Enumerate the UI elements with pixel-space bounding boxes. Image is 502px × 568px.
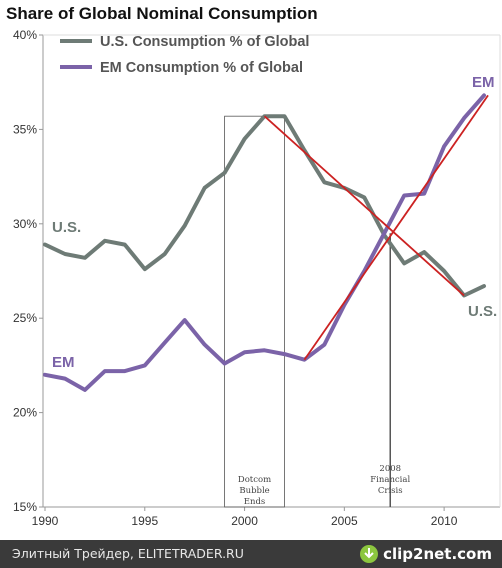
y-tick-label: 35% — [13, 122, 37, 136]
series-line-us — [43, 114, 486, 298]
download-arrow-icon — [360, 545, 379, 563]
x-tick-label: 1995 — [131, 514, 158, 528]
legend-label: U.S. Consumption % of Global — [100, 34, 309, 50]
y-tick-label: 20% — [13, 406, 37, 420]
consumption-share-chart: 15% 20% 25% 30% 35% 40% 1990 1995 2000 2005 2010 Do… — [13, 28, 501, 528]
crisis-annotation-line: Crisis — [378, 486, 403, 496]
dotcom-annotation-line: Dotcom — [238, 475, 271, 485]
trend-line-1 — [303, 94, 489, 361]
dotcom-annotation-line: Ends — [244, 497, 265, 507]
legend-label: EM Consumption % of Global — [100, 60, 303, 76]
x-tick-label: 2010 — [431, 514, 458, 528]
trend-line-0 — [263, 115, 465, 297]
x-tick-label: 2005 — [331, 514, 358, 528]
watermark-footer: Элитный Трейдер, ELITETRADER.RU clip2net… — [0, 540, 502, 568]
logo-text: clip2net.com — [383, 545, 492, 563]
clip2net-logo[interactable]: clip2net.com — [359, 544, 492, 564]
x-tick-label: 2000 — [231, 514, 258, 528]
crisis-annotation-line: 2008 — [379, 464, 401, 474]
crisis-annotation-line: Financial — [370, 475, 410, 485]
dotcom-annotation-line: Bubble — [239, 486, 269, 496]
chart-title: Share of Global Nominal Consumption — [6, 4, 318, 23]
us-start-label: U.S. — [52, 219, 81, 236]
em-end-label: EM — [472, 74, 495, 91]
y-tick-label: 30% — [13, 217, 37, 231]
series-line-em — [43, 93, 486, 392]
em-start-label: EM — [52, 354, 75, 371]
y-tick-label: 25% — [13, 311, 37, 325]
y-tick-label: 15% — [13, 500, 37, 514]
dotcom-bubble-box — [224, 115, 285, 508]
x-tick-label: 1990 — [32, 514, 59, 528]
footer-text: Элитный Трейдер, ELITETRADER.RU — [12, 546, 244, 561]
y-tick-label: 40% — [13, 28, 37, 42]
us-end-label: U.S. — [468, 303, 497, 320]
